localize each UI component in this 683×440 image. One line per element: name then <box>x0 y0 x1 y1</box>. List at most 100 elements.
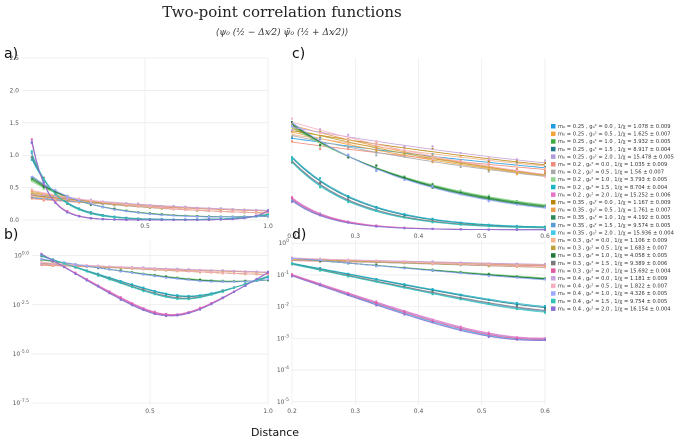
legend-swatch <box>551 139 556 144</box>
series-line-11 <box>291 124 546 176</box>
data-point <box>431 185 434 188</box>
data-point <box>42 185 45 188</box>
data-point <box>319 259 322 262</box>
x-tick-label: 0.6 <box>540 233 550 240</box>
data-point <box>487 196 490 199</box>
legend-entry: m₀ = 0.2 , g₀² = 2.0 , 1/χ = 15.252 ± 0.… <box>558 192 671 198</box>
data-point <box>210 280 213 283</box>
data-point <box>403 151 406 154</box>
data-point <box>375 280 378 283</box>
data-point <box>487 200 490 203</box>
data-point <box>142 290 145 293</box>
data-point <box>319 128 322 131</box>
data-point <box>515 262 518 265</box>
legend-entry: m₀ = 0.2 , g₀² = 1.5 , 1/χ = 8.704 ± 0.0… <box>558 185 668 191</box>
data-point <box>319 284 322 287</box>
data-point <box>165 275 168 278</box>
data-point <box>487 298 490 301</box>
legend-entry: m₀ = 0.3 , g₀² = 0.5 , 1/χ = 1.683 ± 0.0… <box>558 246 667 252</box>
data-point <box>487 333 490 336</box>
data-point <box>544 175 546 178</box>
data-point <box>160 206 163 209</box>
data-point <box>544 266 546 269</box>
data-point <box>291 140 293 143</box>
data-point <box>184 208 187 211</box>
data-point <box>375 170 378 173</box>
data-point <box>347 198 350 201</box>
data-point <box>199 278 202 281</box>
data-point <box>431 159 434 162</box>
data-point <box>459 298 462 301</box>
series-line-21 <box>291 121 546 175</box>
data-point <box>291 137 293 140</box>
data-point <box>544 306 546 309</box>
data-point <box>515 228 518 231</box>
series-line-4 <box>291 274 545 340</box>
data-point <box>66 202 69 205</box>
y-tick-label: 10-1 <box>277 270 289 279</box>
data-point <box>347 138 350 141</box>
y-tick-label: 10-5.0 <box>13 349 30 358</box>
data-point <box>347 291 350 294</box>
data-point <box>459 166 462 169</box>
data-point <box>108 276 111 279</box>
y-tick-label: 100 <box>278 238 289 247</box>
data-point <box>176 269 179 272</box>
data-point <box>125 202 128 205</box>
data-point <box>54 195 57 198</box>
data-point <box>255 211 258 214</box>
series-line-15 <box>291 134 546 167</box>
data-point <box>431 228 434 231</box>
data-point <box>319 148 322 151</box>
data-point <box>131 267 134 270</box>
data-point <box>487 302 490 305</box>
data-point <box>153 290 156 293</box>
data-point <box>219 215 222 218</box>
data-point <box>219 207 222 210</box>
data-point <box>459 223 462 226</box>
data-point <box>231 210 234 213</box>
data-point <box>544 174 546 177</box>
data-point <box>544 169 546 172</box>
legend-entry: m₀ = 0.4 , g₀² = 0.0 , 1/χ = 1.181 ± 0.0… <box>558 276 667 282</box>
data-point <box>515 173 518 176</box>
data-point <box>515 301 518 304</box>
data-point <box>131 303 134 306</box>
data-point <box>267 278 269 281</box>
data-point <box>137 205 140 208</box>
data-point <box>184 215 187 218</box>
data-point <box>125 217 128 220</box>
data-point <box>544 159 546 162</box>
data-point <box>267 275 269 278</box>
data-point <box>487 161 490 164</box>
data-point <box>108 290 111 293</box>
data-point <box>63 261 66 264</box>
x-tick-label: 0.5 <box>477 233 487 240</box>
panel-d-label: d) <box>292 227 306 243</box>
data-point <box>160 218 163 221</box>
data-point <box>187 294 190 297</box>
data-point <box>347 156 350 159</box>
x-tick-label: 0.5 <box>140 223 150 230</box>
data-point <box>291 131 293 134</box>
data-point <box>431 221 434 224</box>
legend-swatch <box>551 253 556 258</box>
data-point <box>291 197 293 200</box>
data-point <box>221 296 224 299</box>
data-point <box>375 154 378 157</box>
data-point <box>142 266 145 269</box>
data-point <box>544 262 546 265</box>
data-point <box>487 263 490 266</box>
y-tick-label: 2.5 <box>9 55 19 62</box>
data-point <box>221 269 224 272</box>
data-point <box>347 133 350 136</box>
legend-entry: m₀ = 0.4 , g₀² = 0.5 , 1/χ = 1.822 ± 0.0… <box>558 284 667 290</box>
data-point <box>375 265 378 268</box>
data-point <box>403 312 406 315</box>
data-point <box>319 269 322 272</box>
data-point <box>184 218 187 221</box>
y-tick-label: 1.0 <box>9 152 19 159</box>
data-point <box>66 198 69 201</box>
data-point <box>78 207 81 210</box>
